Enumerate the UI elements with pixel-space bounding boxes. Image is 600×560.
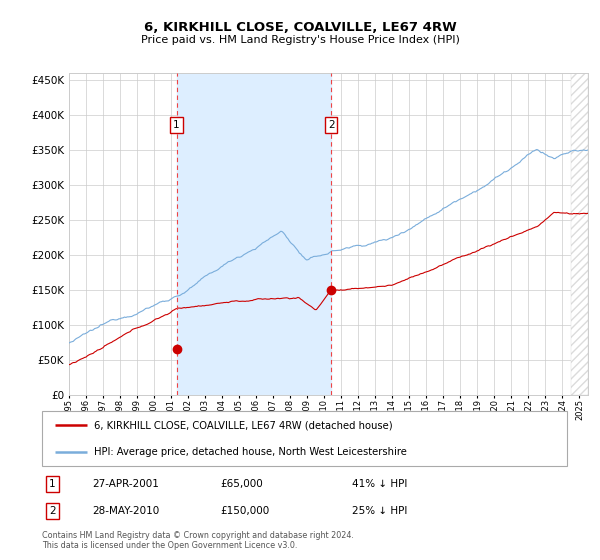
Text: 6, KIRKHILL CLOSE, COALVILLE, LE67 4RW: 6, KIRKHILL CLOSE, COALVILLE, LE67 4RW bbox=[143, 21, 457, 34]
Text: £150,000: £150,000 bbox=[221, 506, 270, 516]
Text: 6, KIRKHILL CLOSE, COALVILLE, LE67 4RW (detached house): 6, KIRKHILL CLOSE, COALVILLE, LE67 4RW (… bbox=[95, 421, 393, 430]
Text: Price paid vs. HM Land Registry's House Price Index (HPI): Price paid vs. HM Land Registry's House … bbox=[140, 35, 460, 45]
Text: 2: 2 bbox=[328, 120, 335, 130]
Text: £65,000: £65,000 bbox=[221, 479, 263, 489]
Text: 25% ↓ HPI: 25% ↓ HPI bbox=[352, 506, 407, 516]
Text: 27-APR-2001: 27-APR-2001 bbox=[92, 479, 159, 489]
Text: 2: 2 bbox=[49, 506, 56, 516]
Text: 1: 1 bbox=[49, 479, 56, 489]
Text: HPI: Average price, detached house, North West Leicestershire: HPI: Average price, detached house, Nort… bbox=[95, 447, 407, 456]
Text: Contains HM Land Registry data © Crown copyright and database right 2024.
This d: Contains HM Land Registry data © Crown c… bbox=[42, 531, 354, 550]
Text: 41% ↓ HPI: 41% ↓ HPI bbox=[352, 479, 407, 489]
FancyBboxPatch shape bbox=[42, 411, 567, 466]
Text: 28-MAY-2010: 28-MAY-2010 bbox=[92, 506, 159, 516]
Text: 1: 1 bbox=[173, 120, 180, 130]
